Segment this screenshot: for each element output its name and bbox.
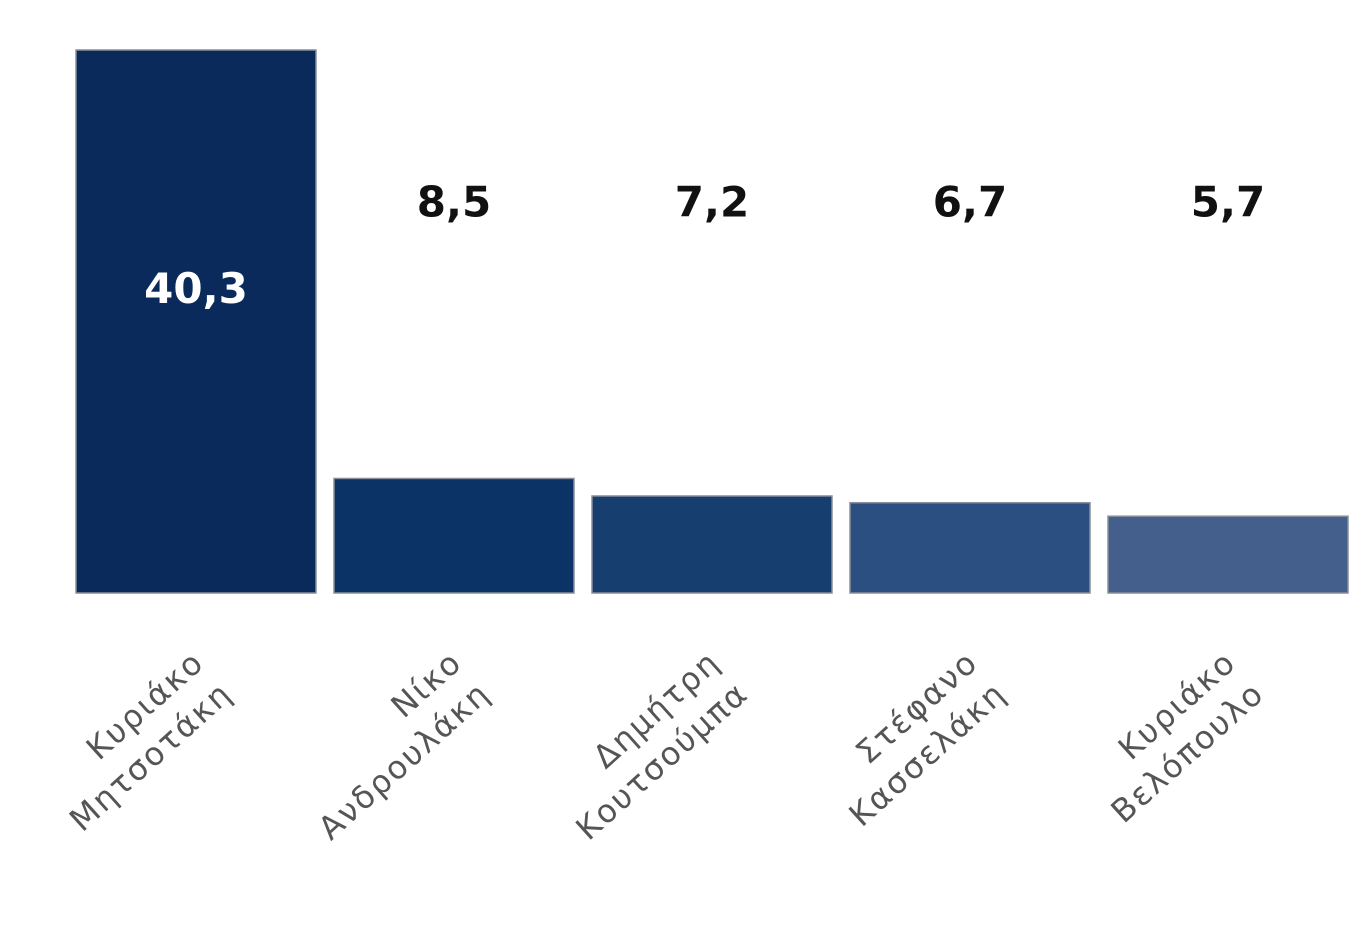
category-label: ΚυριάκοΜητσοτάκη xyxy=(34,643,240,839)
value-label: 40,3 xyxy=(144,264,248,313)
category-label: ΚυριάκοΒελόπουλο xyxy=(1076,643,1272,831)
category-label: ΣτέφανοΚασσελάκη xyxy=(813,643,1013,834)
bar xyxy=(333,477,575,594)
bar xyxy=(1107,515,1349,594)
value-label: 7,2 xyxy=(675,178,749,227)
value-label: 6,7 xyxy=(933,178,1007,227)
bar xyxy=(591,495,833,594)
value-label: 8,5 xyxy=(417,178,491,227)
category-label: ΝίκοΑνδρουλάκη xyxy=(283,643,498,848)
value-label: 5,7 xyxy=(1191,178,1265,227)
bar xyxy=(75,49,317,594)
category-label: ΔημήτρηΚουτσούμπα xyxy=(540,643,755,848)
bar xyxy=(849,501,1091,594)
